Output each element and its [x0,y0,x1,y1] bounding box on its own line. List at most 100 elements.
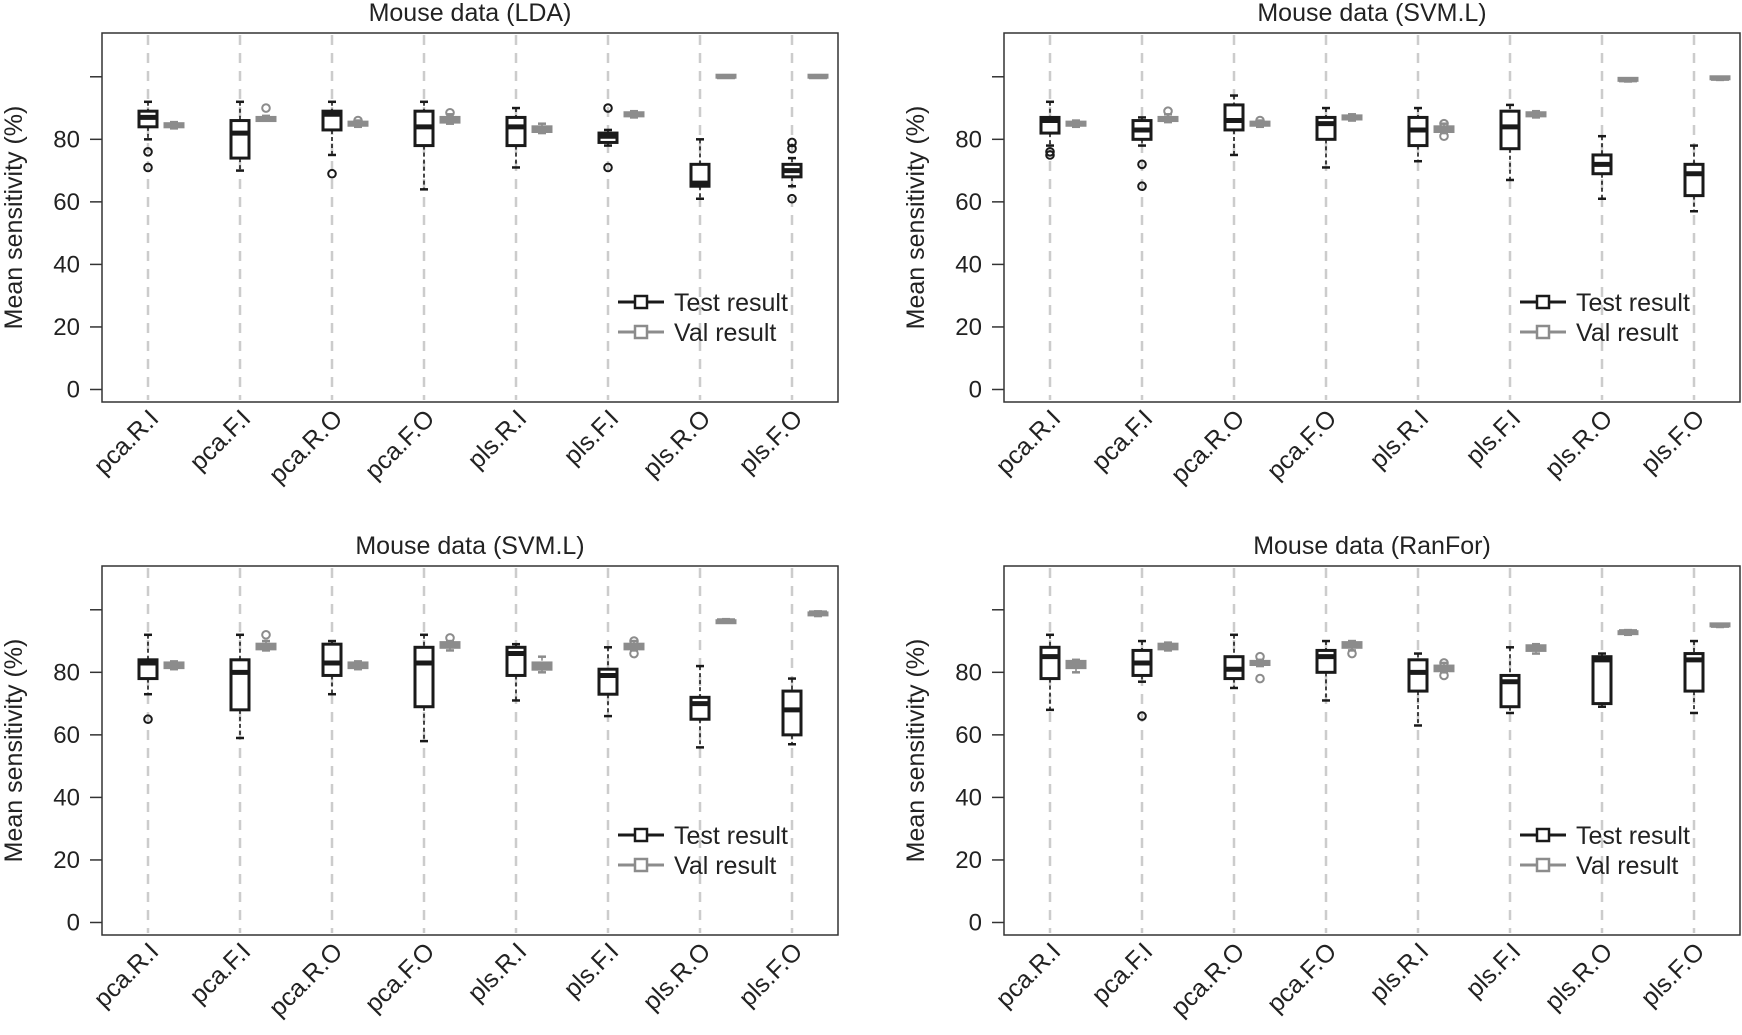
test-result-box [1131,639,1153,721]
test-result-box [1131,116,1153,192]
val-result-box [1065,658,1087,674]
x-tick-label: pls.R.I [1364,937,1434,1007]
val-result-box [1433,658,1455,681]
test-result-box [1591,134,1613,200]
x-tick-label: pca.R.O [1166,404,1251,489]
box-body [689,695,711,721]
outlier-point [1347,648,1357,659]
val-result-box [347,660,369,671]
box-body [229,119,251,160]
x-tick-label: pls.R.O [637,404,716,483]
val-result-box [1525,109,1547,119]
panel-2: Mouse data (SVM.L) 0 20 40 60 80 Mean sensitiv… [902,0,1741,489]
outlier-point [1045,147,1055,157]
test-result-box [321,639,343,696]
outlier-point [1439,131,1449,141]
test-result-box [321,100,343,179]
test-result-box [1223,633,1245,690]
test-result-box [781,677,803,746]
y-tick-label: 80 [955,659,982,686]
chart-title: Mouse data (SVM.L) [355,532,584,560]
y-tick-label: 40 [955,251,982,278]
outlier-point [353,115,363,126]
box-body [1039,645,1061,681]
legend-val-result-label: Val result [674,852,776,880]
legend-test-result-label: Test result [674,822,788,850]
val-result-box [1433,118,1455,141]
test-result-box [137,633,159,725]
box-body [1407,658,1429,693]
outlier-point [787,143,797,154]
box-body [781,689,803,737]
box-body [597,667,619,696]
y-tick-label: 40 [53,251,80,278]
x-tick-label: pca.F.O [360,937,441,1018]
outlier-point [603,103,613,113]
legend-test-result-symbol [1535,827,1551,843]
x-tick-label: pca.F.O [1262,404,1343,485]
x-tick-label: pls.F.O [733,404,808,479]
test-result-box [229,633,251,740]
val-result-box [1525,642,1547,655]
val-result-box [1157,641,1179,652]
x-tick-label: pls.R.I [1364,404,1434,474]
outlier-point [261,103,271,113]
x-tick-label: pca.F.I [184,404,256,476]
legend-test-result-symbol [633,827,649,843]
box-body [505,115,527,148]
x-tick-label: pca.F.O [360,404,441,485]
val-result-box [1157,106,1179,124]
val-result-box [531,122,553,135]
x-tick-label: pls.R.I [462,404,532,474]
test-result-box [597,646,619,718]
legend-val-result-symbol [1535,324,1551,340]
x-tick-label: pls.R.I [462,937,532,1007]
legend-val-result-label: Val result [1576,319,1678,347]
val-result-box [1709,622,1731,629]
x-tick-label: pca.F.I [1086,937,1158,1009]
outlier-point [445,107,455,118]
plot-frame [1003,32,1741,403]
y-tick-label: 60 [53,189,80,216]
legend-test-result-label: Test result [1576,822,1690,850]
legend-val-result-symbol [633,324,649,340]
x-tick-label: pls.F.I [1460,404,1526,470]
x-tick-label: pca.R.O [264,937,349,1022]
y-axis-label: Mean sensitivity (%) [902,639,930,863]
x-tick-label: pca.R.I [990,404,1066,480]
test-result-box [1407,652,1429,727]
x-tick-label: pls.R.O [637,937,716,1016]
box-body [413,645,435,709]
val-result-box [1341,113,1363,122]
test-result-box [1039,633,1061,712]
test-result-box [1223,94,1245,157]
test-result-box [1315,106,1337,169]
y-tick-label: 20 [955,847,982,874]
chart-title: Mouse data (RanFor) [1253,532,1491,560]
legend-val-result-label: Val result [674,319,776,347]
test-result-box [413,100,435,191]
outlier-point [603,162,613,173]
test-result-box [689,664,711,749]
box-body [1315,648,1337,674]
outlier-point [1163,106,1173,116]
y-tick-label: 80 [955,126,982,153]
outlier-point [327,168,337,179]
test-result-box [137,100,159,173]
x-tick-label: pca.R.I [990,937,1066,1013]
box-body [1591,655,1613,706]
test-result-box [1315,639,1337,702]
x-tick-label: pls.F.O [733,937,808,1012]
test-result-box [597,103,619,173]
val-result-box [1617,628,1639,637]
test-result-box [505,106,527,169]
x-tick-label: pca.R.I [88,404,164,480]
y-axis-label: Mean sensitivity (%) [0,639,28,863]
y-tick-label: 0 [67,376,80,403]
y-tick-label: 60 [955,722,982,749]
legend-val-result-label: Val result [1576,852,1678,880]
test-result-box [1039,100,1061,160]
